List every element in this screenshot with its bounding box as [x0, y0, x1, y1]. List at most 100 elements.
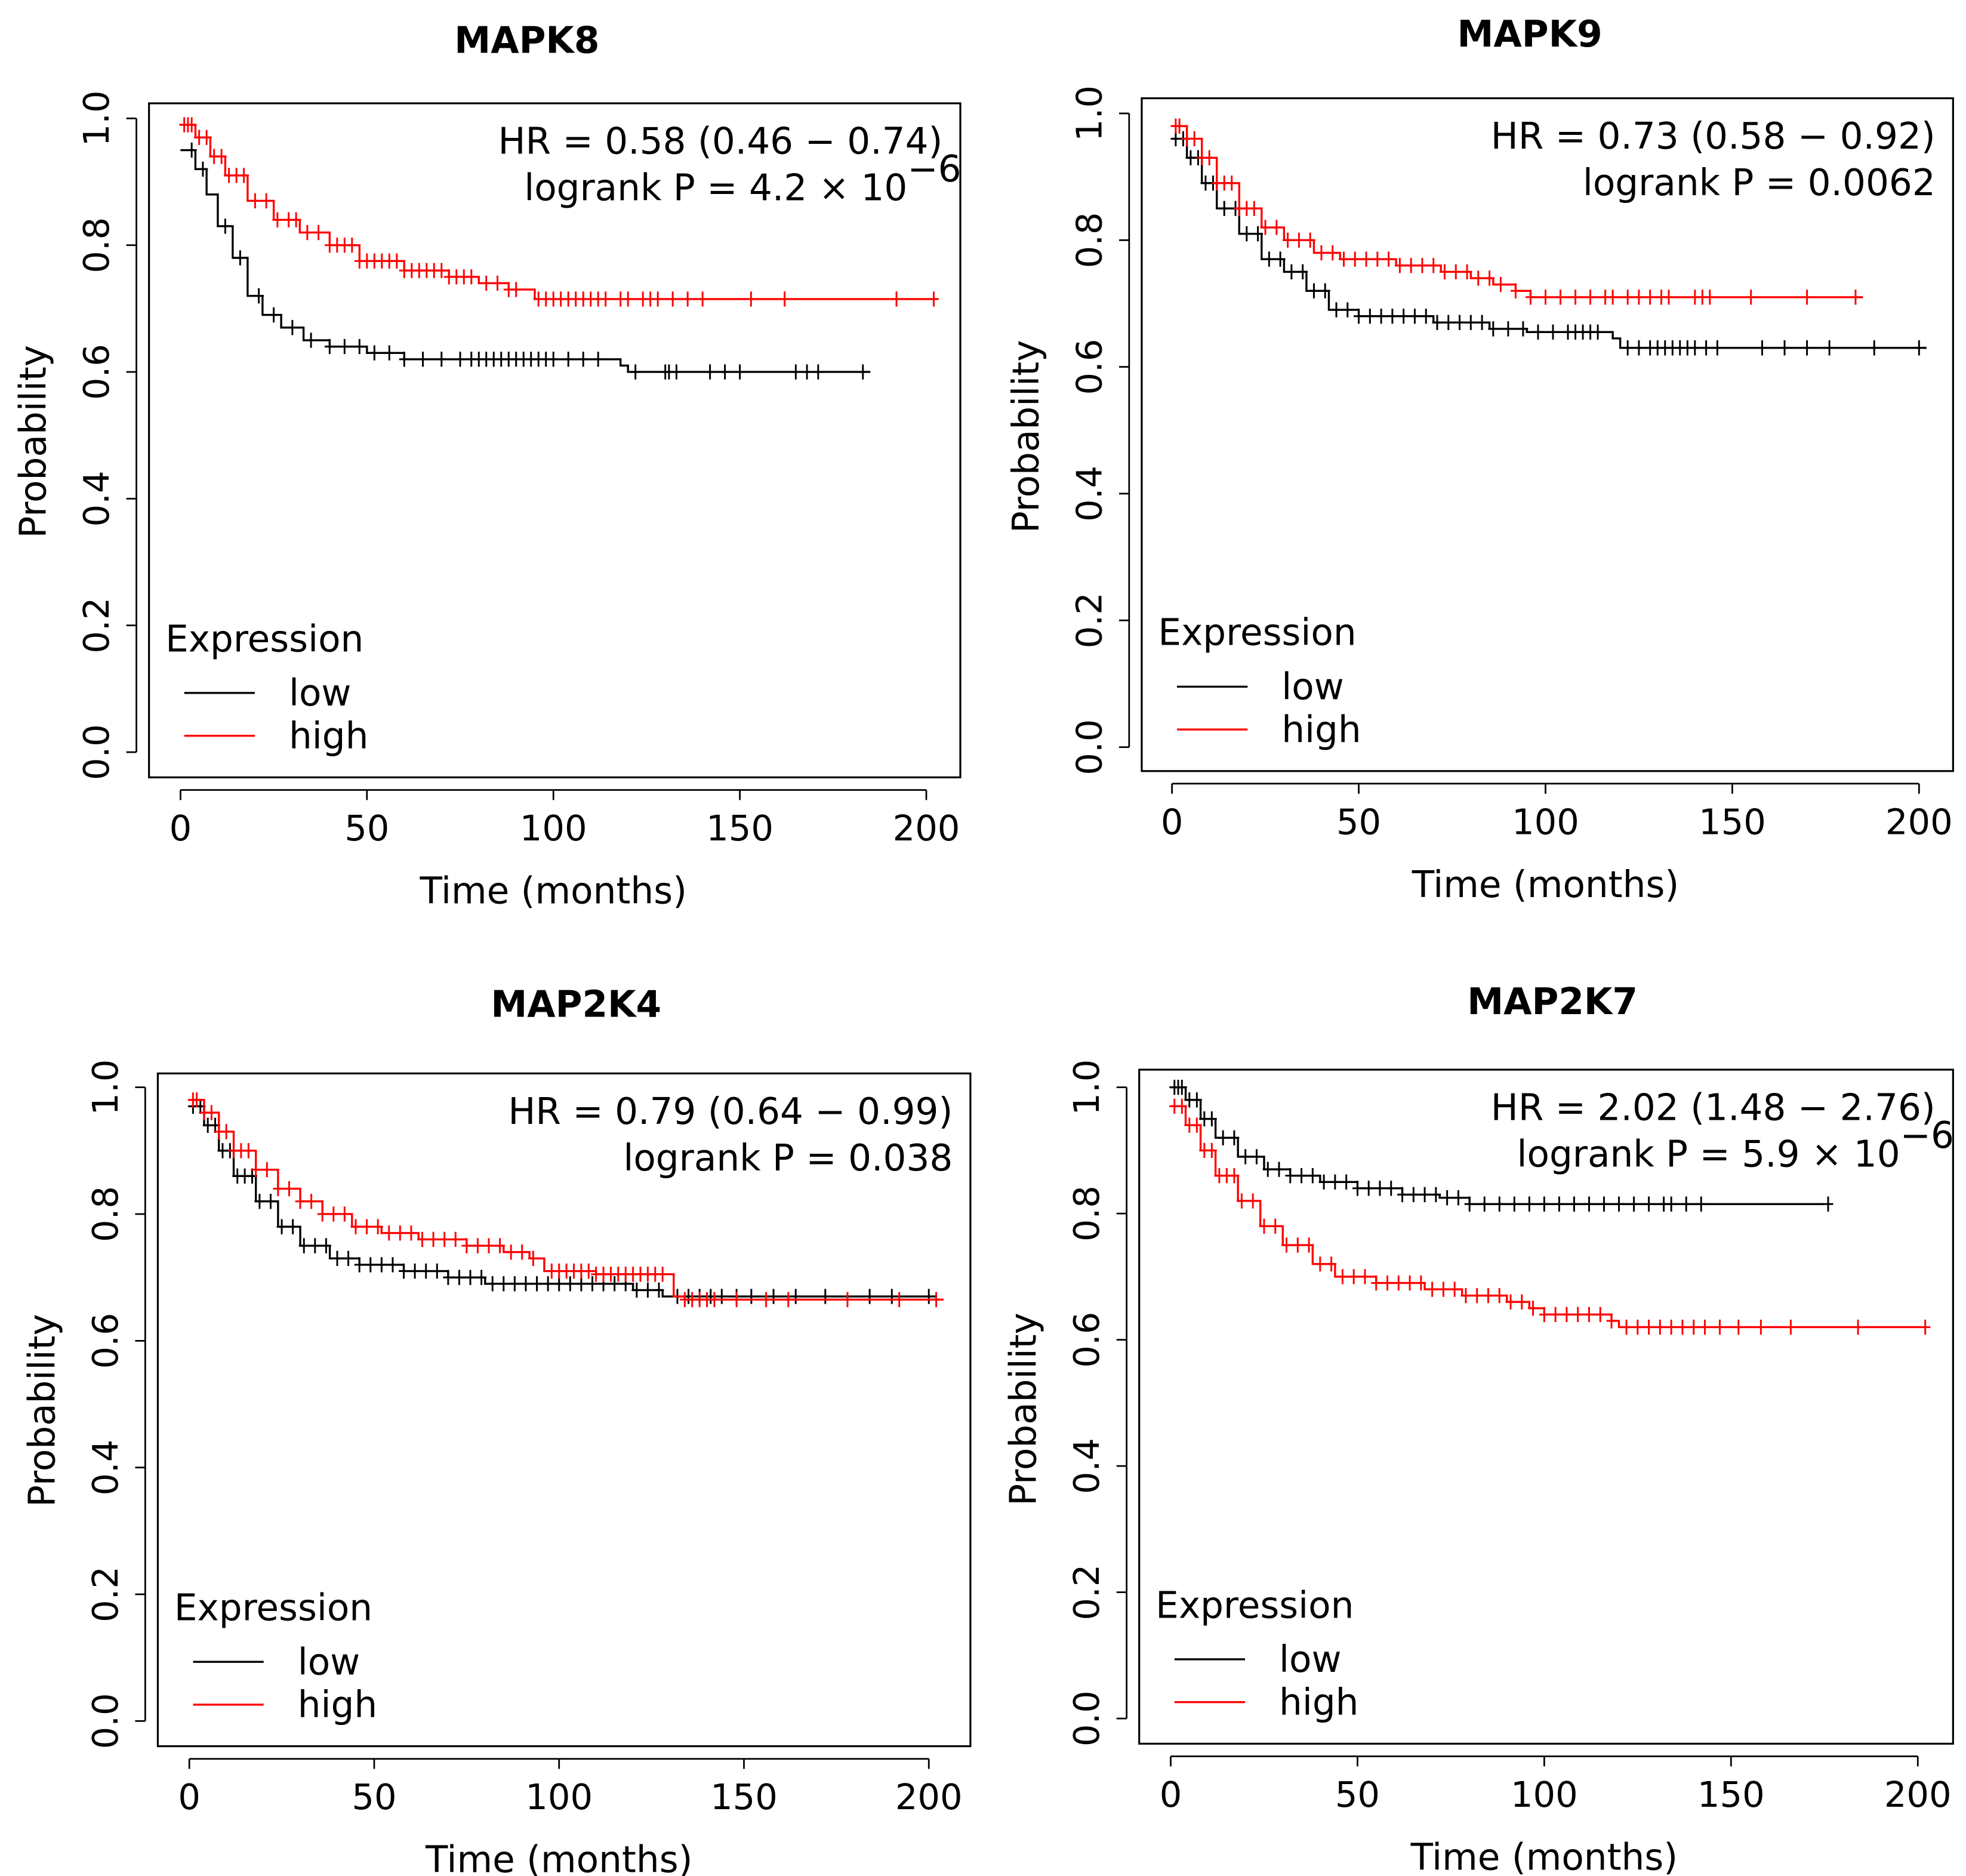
censor-mark-high	[894, 1292, 905, 1307]
censor-mark-low	[705, 364, 716, 380]
censor-mark-low	[1614, 1196, 1624, 1212]
censor-mark-low	[858, 364, 868, 380]
y-tick-label: 1.0	[1066, 1059, 1107, 1116]
censor-mark-low	[532, 1276, 542, 1292]
censor-mark-low	[554, 1276, 565, 1292]
censor-mark-high	[731, 1292, 742, 1307]
censor-mark-high	[1715, 1319, 1725, 1335]
censor-mark-high	[395, 1225, 405, 1241]
censor-mark-high	[1666, 1319, 1677, 1335]
censor-mark-high	[929, 291, 939, 307]
censor-mark-high	[511, 282, 522, 297]
logrank-p-exponent: −6	[1900, 1114, 1954, 1157]
censor-mark-high	[192, 1092, 202, 1108]
censor-mark-low	[1712, 340, 1722, 356]
censor-mark-high	[295, 1194, 306, 1209]
censor-mark-low	[1494, 1196, 1505, 1212]
censor-mark-high	[600, 291, 611, 307]
censor-mark-high	[1270, 1218, 1281, 1234]
censor-mark-low	[1554, 1196, 1564, 1212]
censor-mark-high	[1271, 220, 1282, 235]
censor-mark-low	[1548, 324, 1558, 340]
censor-mark-high	[216, 149, 227, 164]
plot-frame	[148, 102, 962, 778]
y-tick-label: 1.0	[85, 1059, 126, 1116]
censor-mark-low	[1509, 1196, 1520, 1212]
censor-mark-low	[1455, 315, 1465, 331]
censor-mark-high	[1361, 251, 1372, 267]
censor-mark-low	[1757, 340, 1767, 356]
censor-mark-low	[1262, 1162, 1273, 1177]
x-tick-label: 0	[170, 808, 192, 849]
censor-mark-low	[369, 345, 380, 361]
censor-mark-high	[1700, 1319, 1710, 1335]
legend-title: Expression	[165, 618, 363, 660]
censor-mark-low	[1364, 309, 1375, 324]
censor-mark-low	[269, 307, 279, 323]
chart-title: MAP2K7	[1467, 981, 1638, 1023]
y-tick-label: 0.0	[1066, 1690, 1107, 1746]
censor-mark-low	[1592, 324, 1603, 340]
censor-mark-high	[1528, 1301, 1539, 1316]
censor-mark-high	[1206, 1142, 1217, 1159]
censor-mark-low	[630, 364, 641, 380]
censor-mark-high	[1621, 1319, 1632, 1335]
censor-mark-low	[1465, 315, 1476, 331]
censor-mark-low	[587, 1276, 597, 1292]
censor-mark-low	[1869, 340, 1879, 356]
x-tick-label: 200	[1884, 1774, 1952, 1815]
legend-title: Expression	[1155, 1584, 1354, 1627]
x-tick-label: 50	[1336, 801, 1381, 842]
censor-mark-low	[642, 1282, 653, 1298]
censor-mark-high	[1204, 150, 1215, 165]
hazard-ratio-label: HR = 0.73 (0.58 − 0.92)	[1491, 115, 1936, 158]
censor-mark-low	[1420, 309, 1431, 324]
censor-mark-high	[273, 1181, 284, 1197]
censor-mark-high	[1526, 289, 1536, 305]
censor-mark-low	[254, 288, 264, 304]
censor-mark-high	[492, 275, 503, 291]
censor-mark-low	[418, 352, 428, 367]
x-tick-label: 50	[352, 1776, 396, 1818]
censor-mark-high	[272, 212, 283, 227]
censor-mark-high	[1920, 1319, 1931, 1335]
chart-title: MAPK8	[454, 20, 599, 62]
censor-mark-low	[1318, 1174, 1329, 1190]
censor-mark-low	[387, 1257, 398, 1273]
y-tick-label: 0.6	[76, 344, 117, 400]
y-tick-label: 0.8	[76, 217, 117, 273]
censor-mark-high	[667, 291, 678, 307]
censor-mark-low	[1274, 1162, 1284, 1177]
x-tick-label: 100	[1511, 1774, 1578, 1815]
censor-mark-low	[565, 1276, 575, 1292]
censor-mark-high	[1394, 258, 1405, 273]
censor-mark-low	[498, 1276, 509, 1292]
censor-mark-low	[1432, 315, 1443, 331]
y-tick-label: 0.4	[76, 470, 117, 526]
censor-mark-high	[745, 291, 756, 307]
y-tick-label: 0.2	[1068, 592, 1110, 648]
censor-mark-high	[206, 1105, 217, 1120]
censor-mark-high	[1632, 1319, 1643, 1335]
hazard-ratio-label: HR = 0.79 (0.64 − 0.99)	[508, 1091, 953, 1133]
censor-mark-high	[1472, 1287, 1483, 1304]
censor-mark-high	[372, 1219, 383, 1234]
legend-title: Expression	[174, 1587, 372, 1629]
censor-mark-low	[1298, 264, 1308, 280]
censor-mark-high	[1260, 220, 1271, 235]
censor-mark-low	[354, 338, 365, 355]
censor-mark-low	[593, 352, 603, 367]
censor-mark-low	[1696, 1196, 1706, 1212]
censor-mark-high	[779, 291, 790, 307]
censor-mark-high	[1191, 1117, 1202, 1133]
censor-mark-low	[1191, 1092, 1202, 1108]
censor-mark-high	[302, 224, 313, 241]
censor-mark-low	[399, 352, 409, 367]
censor-mark-low	[1701, 340, 1712, 356]
plot-frame	[1138, 1068, 1954, 1745]
censor-mark-high	[439, 1231, 450, 1247]
censor-mark-high	[291, 212, 301, 227]
censor-mark-high	[1663, 289, 1674, 305]
censor-mark-high	[243, 1143, 254, 1159]
censor-mark-high	[392, 253, 402, 269]
